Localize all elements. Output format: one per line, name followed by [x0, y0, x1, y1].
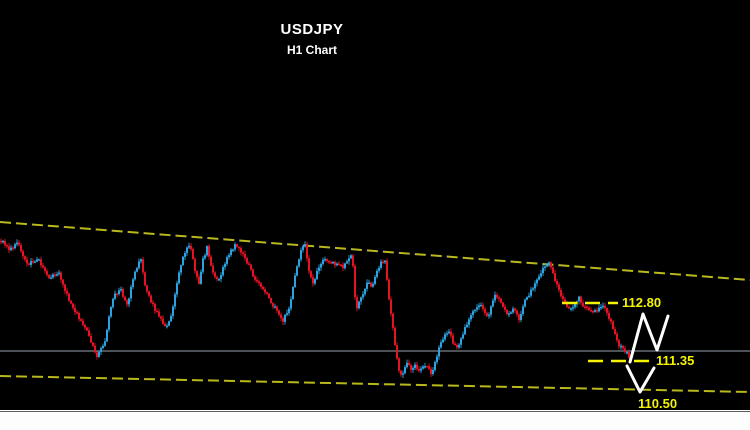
chart-area: USDJPY H1 Chart 112.80 111.35 110.50: [0, 0, 750, 412]
price-label-support: 111.35: [656, 353, 695, 369]
page-background-strip: [0, 411, 750, 430]
candlestick-chart: [0, 221, 750, 394]
price-label-resistance: 112.80: [622, 295, 662, 311]
price-label-target: 110.50: [638, 396, 678, 412]
chart-timeframe-subtitle: H1 Chart: [286, 43, 337, 57]
chart-symbol-title: USDJPY: [280, 21, 344, 38]
chart-title-block: USDJPY H1 Chart: [238, 21, 386, 57]
